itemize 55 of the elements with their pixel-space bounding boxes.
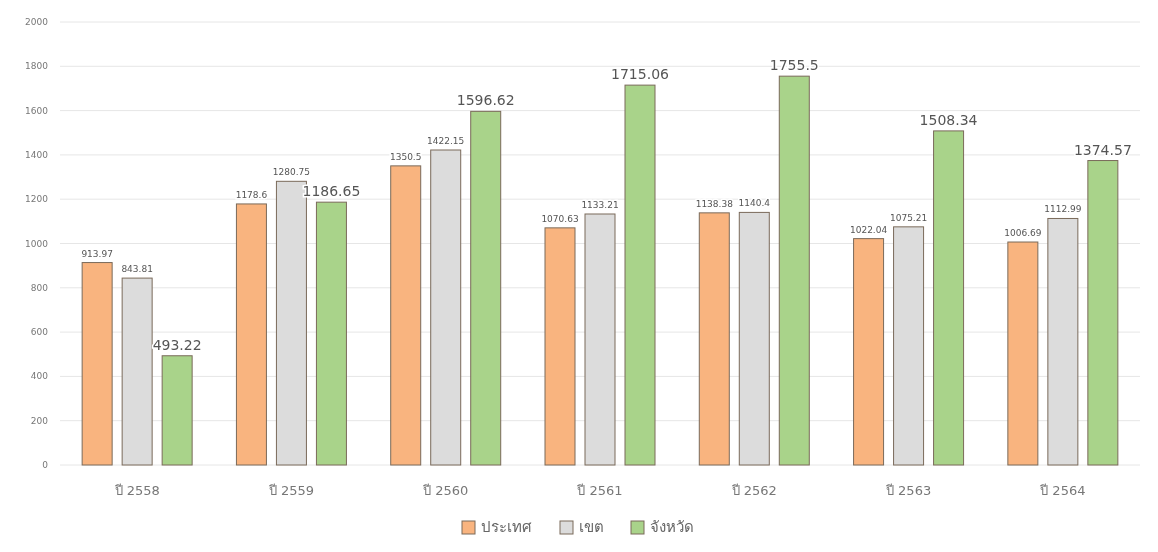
y-tick-label: 200 — [30, 415, 49, 426]
x-tick-label: ปี 2559 — [267, 483, 315, 498]
data-label: 1374.57 — [1073, 141, 1132, 158]
x-tick-label: ปี 2561 — [576, 483, 623, 498]
y-tick-label: 1400 — [25, 149, 49, 160]
x-tick-label: ปี 2562 — [730, 483, 777, 498]
bar — [81, 262, 113, 466]
y-tick-label: 800 — [30, 282, 49, 293]
bar — [161, 355, 193, 466]
bar — [1007, 241, 1039, 466]
y-tick-label: 600 — [30, 327, 49, 338]
x-tick-label: ปี 2564 — [1039, 483, 1086, 498]
data-label: 1140.4 — [738, 198, 771, 209]
data-label: 1596.62 — [456, 92, 515, 109]
x-tick-label: ปี 2558 — [113, 483, 160, 498]
data-label: 1715.06 — [611, 66, 670, 83]
data-label: 1755.5 — [769, 57, 819, 74]
data-label: 843.81 — [121, 264, 153, 275]
y-tick-label: 1000 — [25, 238, 49, 249]
data-label: 1006.69 — [1004, 228, 1042, 239]
y-tick-label: 2000 — [25, 17, 49, 27]
data-label: 1508.34 — [919, 111, 978, 128]
data-label: 1070.63 — [541, 213, 579, 224]
data-label: 1422.15 — [427, 135, 465, 146]
legend-label: ประเทศ — [481, 518, 532, 536]
data-label: 1350.5 — [389, 151, 422, 162]
legend-label: จังหวัด — [650, 518, 694, 536]
x-tick-label: ปี 2560 — [422, 483, 469, 498]
bar — [315, 201, 347, 466]
data-label: 913.97 — [81, 248, 113, 259]
bar — [1087, 160, 1119, 466]
data-label: 1133.21 — [581, 199, 619, 210]
y-tick-label: 400 — [30, 371, 49, 382]
y-tick-label: 1600 — [25, 105, 49, 116]
data-label: 1022.04 — [849, 224, 888, 235]
data-label: 1075.21 — [889, 212, 928, 223]
y-tick-label: 1200 — [25, 194, 49, 205]
data-label: 1138.38 — [695, 198, 734, 209]
data-label: 493.22 — [152, 336, 202, 353]
data-label: 1178.6 — [235, 189, 268, 200]
data-label: 1112.99 — [1044, 204, 1082, 215]
bar — [470, 110, 502, 466]
bar — [390, 165, 422, 466]
y-tick-label: 1800 — [25, 61, 49, 72]
x-tick-label: ปี 2563 — [884, 483, 932, 498]
bar — [853, 238, 885, 466]
bar — [933, 130, 965, 466]
data-label: 1280.75 — [272, 167, 311, 178]
bar — [624, 84, 656, 466]
bar — [778, 75, 810, 466]
bar — [235, 203, 267, 466]
legend-label: เขต — [579, 518, 604, 536]
bar — [544, 227, 576, 466]
bar — [698, 212, 730, 466]
y-tick-label: 0 — [42, 460, 49, 470]
